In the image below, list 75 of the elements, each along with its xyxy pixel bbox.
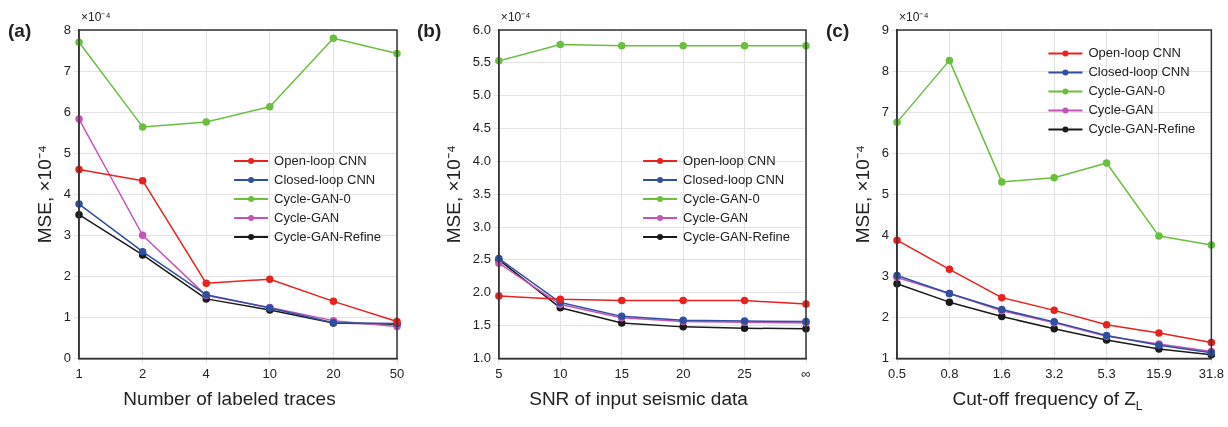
- x-tick-label: 0.5: [887, 365, 907, 381]
- y-tick-label: 3: [63, 226, 72, 242]
- x-axis-title: Number of labeled traces: [122, 388, 337, 410]
- y-tick-label: 3.0: [472, 218, 491, 234]
- legend-label: Closed-loop CNN: [274, 171, 376, 187]
- y-axis-title: MSE, ×10⁻⁴: [442, 145, 464, 244]
- y-tick-label: 2: [63, 267, 72, 283]
- chart-title: (c): [826, 20, 850, 42]
- legend-label: Cycle-GAN-0: [1088, 83, 1166, 99]
- y-tick-label: 6.0: [472, 21, 491, 37]
- y-tick-label: 4.5: [472, 120, 491, 136]
- x-tick-label: 1: [75, 365, 83, 381]
- legend-label: Cycle-GAN-0: [274, 190, 351, 206]
- legend-label: Cycle-GAN: [274, 209, 340, 225]
- x-tick-label: 31.8: [1198, 365, 1225, 381]
- y-tick-label: 2.0: [472, 284, 491, 300]
- x-tick-label: 4: [202, 365, 210, 381]
- legend-label: Cycle-GAN-0: [683, 190, 760, 206]
- y-tick-label: 5: [881, 185, 890, 201]
- x-tick-label: 5: [495, 365, 503, 381]
- legend-label: Cycle-GAN: [1088, 102, 1154, 118]
- y-tick-label: 8: [63, 21, 72, 37]
- y-tick-label: 1.5: [472, 317, 491, 333]
- y-tick-label: 1.0: [472, 349, 491, 365]
- x-tick-label: ∞: [801, 365, 811, 381]
- chart-title: (b): [417, 20, 442, 42]
- x-tick-label: 10: [262, 365, 278, 381]
- y-tick-label: 3.5: [472, 185, 491, 201]
- x-tick-label: 25: [737, 365, 752, 381]
- x-tick-label: 15: [614, 365, 629, 381]
- chart-title: (a): [8, 20, 32, 42]
- legend-label: Closed-loop CNN: [683, 171, 785, 187]
- y-tick-label: 4.0: [472, 152, 491, 168]
- y-axis-title: MSE, ×10⁻⁴: [33, 145, 55, 244]
- y-tick-label: 7: [881, 103, 890, 119]
- x-tick-label: 20: [326, 365, 341, 381]
- y-tick-label: 6: [881, 144, 890, 160]
- x-tick-label: 5.3: [1097, 365, 1116, 381]
- y-tick-label: 7: [63, 62, 72, 78]
- y-tick-label: 5: [63, 144, 72, 160]
- x-tick-label: 10: [553, 365, 568, 381]
- text: ×10⁻⁴: [500, 10, 531, 25]
- legend-label: Closed-loop CNN: [1088, 64, 1190, 80]
- x-tick-label: 3.2: [1045, 365, 1064, 381]
- x-tick-label: 15.9: [1146, 365, 1172, 381]
- y-tick-label: 9: [881, 21, 890, 37]
- x-tick-label: 1.6: [992, 365, 1011, 381]
- legend-label: Cycle-GAN: [683, 209, 749, 225]
- legend-label: Cycle-GAN-Refine: [1088, 121, 1196, 137]
- y-tick-label: 8: [881, 62, 890, 78]
- y-tick-label: 4: [881, 226, 890, 242]
- legend-label: Cycle-GAN-Refine: [274, 228, 382, 244]
- y-tick-label: 4: [63, 185, 72, 201]
- y-tick-label: 5.5: [472, 54, 491, 70]
- y-tick-label: 5.0: [472, 87, 491, 103]
- text: ×10⁻⁴: [899, 10, 929, 25]
- x-axis-title: Cut-off frequency of Z$_{L}$: [951, 388, 1144, 413]
- text: ×10⁻⁴: [81, 10, 111, 25]
- y-tick-label: 0: [63, 349, 72, 365]
- x-tick-label: 20: [675, 365, 691, 381]
- y-tick-label: 3: [881, 267, 890, 283]
- legend-label: Open-loop CNN: [683, 152, 776, 168]
- y-tick-label: 1: [881, 349, 890, 365]
- legend-label: Open-loop CNN: [274, 152, 367, 168]
- x-tick-label: 2: [139, 365, 147, 381]
- legend-label: Open-loop CNN: [1088, 45, 1181, 61]
- x-axis-title: SNR of input seismic data: [528, 388, 749, 410]
- x-tick-label: 50: [389, 365, 405, 381]
- y-tick-label: 2.5: [472, 251, 491, 267]
- y-tick-label: 6: [63, 103, 72, 119]
- y-tick-label: 2: [881, 308, 890, 324]
- y-tick-label: 1: [63, 308, 72, 324]
- y-axis-title: MSE, ×10⁻⁴: [851, 145, 873, 244]
- legend-label: Cycle-GAN-Refine: [683, 228, 791, 244]
- x-tick-label: 0.8: [940, 365, 959, 381]
